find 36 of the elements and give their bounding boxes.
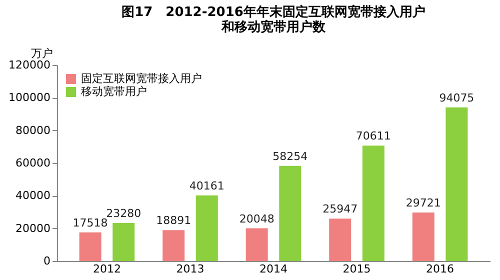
y-axis-title: 万户	[31, 47, 53, 60]
data-label: 70611	[356, 130, 391, 143]
bar	[112, 222, 135, 261]
bar	[329, 218, 352, 261]
data-label: 40161	[189, 179, 224, 192]
y-tick-label: 60000	[16, 156, 50, 170]
data-label: 94075	[439, 91, 474, 104]
legend-label: 移动宽带用户	[81, 85, 147, 98]
data-label: 25947	[322, 202, 358, 216]
legend-label: 固定互联网宽带接入用户	[81, 72, 202, 85]
y-tick-label: 40000	[16, 189, 50, 202]
x-tick-label: 2015	[342, 262, 371, 276]
y-tick-label: 120000	[8, 58, 50, 72]
y-tick-label: 0	[44, 254, 50, 268]
x-tick-label: 2012	[92, 262, 121, 276]
data-label: 23280	[106, 206, 142, 220]
bar	[162, 230, 185, 261]
chart-title: 图17 2012-2016年年末固定互联网宽带接入用户和移动宽带用户数	[122, 4, 426, 35]
bar	[446, 107, 468, 261]
data-label: 17518	[72, 216, 108, 230]
bar	[362, 146, 384, 261]
bar	[412, 212, 434, 261]
bar	[79, 232, 102, 261]
y-tick-label: 80000	[16, 124, 50, 137]
data-label: 58254	[272, 150, 308, 163]
bar	[279, 166, 302, 261]
bar	[246, 228, 268, 261]
data-label: 20048	[239, 212, 274, 226]
y-tick-label: 100000	[8, 91, 50, 104]
x-tick-label: 2014	[260, 262, 288, 276]
y-tick-label: 20000	[16, 222, 50, 235]
data-label: 18891	[156, 214, 192, 228]
data-label: 29721	[406, 196, 441, 210]
bar	[196, 195, 218, 261]
x-tick-label: 2013	[176, 262, 204, 276]
x-tick-label: 2016	[426, 262, 454, 276]
